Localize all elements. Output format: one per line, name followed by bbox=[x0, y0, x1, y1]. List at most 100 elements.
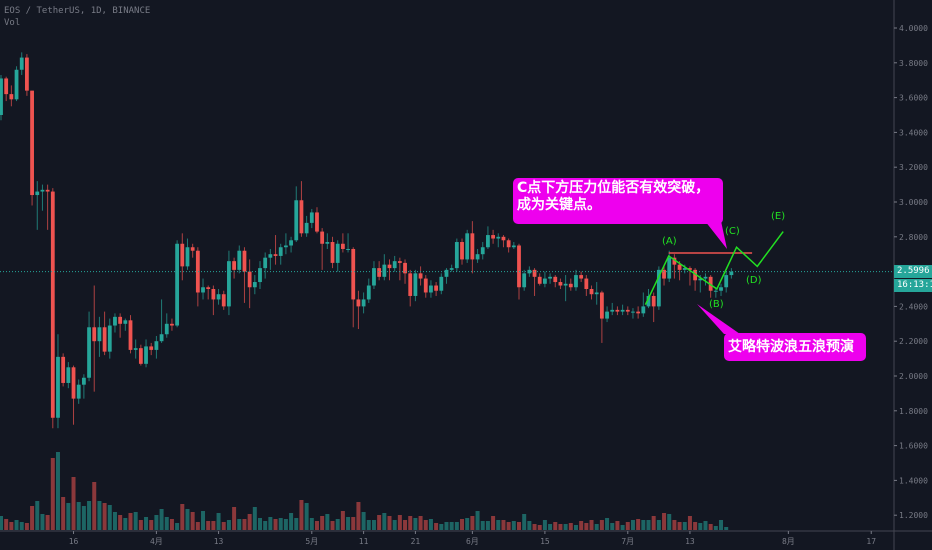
candle bbox=[418, 266, 423, 286]
volume-bar bbox=[335, 519, 340, 530]
candle bbox=[252, 275, 257, 295]
volume-bar bbox=[283, 519, 288, 530]
candle bbox=[605, 306, 609, 323]
candle-body bbox=[128, 320, 133, 350]
volume-bar bbox=[195, 522, 200, 530]
candle bbox=[97, 316, 102, 357]
candle bbox=[237, 245, 242, 274]
time-axis-label: 17 bbox=[866, 537, 876, 546]
volume-bar bbox=[408, 516, 413, 530]
candle bbox=[149, 342, 154, 356]
candle bbox=[543, 271, 547, 288]
candle-body bbox=[366, 285, 371, 300]
volume-bar bbox=[511, 521, 516, 530]
volume-bar bbox=[641, 520, 646, 530]
volume-bar bbox=[247, 514, 252, 530]
candle bbox=[258, 261, 262, 289]
candle-body bbox=[268, 254, 273, 258]
volume-bar bbox=[190, 512, 195, 530]
candle bbox=[35, 181, 40, 230]
volume-bar bbox=[558, 524, 563, 530]
volume-bar bbox=[35, 501, 40, 530]
candle bbox=[636, 306, 641, 319]
candle bbox=[50, 188, 55, 429]
volume-bar bbox=[693, 522, 698, 530]
candle bbox=[216, 289, 221, 305]
volume-bar bbox=[232, 507, 237, 530]
candle-body bbox=[45, 189, 50, 192]
candle-body bbox=[247, 271, 252, 288]
volume-bar bbox=[423, 520, 428, 530]
candle bbox=[30, 90, 34, 206]
candle bbox=[206, 285, 211, 300]
volume-bar bbox=[201, 511, 206, 530]
volume-bar bbox=[325, 514, 330, 530]
candle-body bbox=[325, 242, 330, 244]
price-axis-label: 1.8000 bbox=[899, 407, 928, 416]
candle-body bbox=[677, 264, 682, 270]
candle-body bbox=[361, 299, 366, 307]
candle-body bbox=[382, 264, 387, 277]
candle bbox=[14, 66, 19, 102]
volume-bar bbox=[527, 521, 532, 530]
volume-bar bbox=[320, 516, 325, 530]
time-axis-label: 21 bbox=[411, 537, 421, 546]
candle-body bbox=[558, 282, 563, 286]
candle-body bbox=[662, 269, 666, 279]
volume-bar bbox=[573, 525, 578, 530]
candle-body bbox=[377, 268, 382, 277]
volume-bar bbox=[392, 520, 397, 530]
candle-body bbox=[615, 309, 620, 312]
candle-body bbox=[258, 268, 262, 283]
volume-bar bbox=[4, 519, 9, 530]
candle bbox=[325, 233, 330, 249]
price-axis-label: 2.8000 bbox=[899, 233, 928, 242]
candle-body bbox=[289, 240, 293, 246]
candle-body bbox=[102, 327, 107, 352]
candle-body bbox=[496, 236, 501, 239]
callout-tail-top bbox=[705, 221, 727, 249]
candle-body bbox=[506, 240, 511, 248]
volume-bar bbox=[314, 521, 319, 530]
volume-bar bbox=[112, 512, 117, 530]
candle bbox=[268, 248, 273, 270]
volume-bar bbox=[154, 515, 159, 530]
volume-legend: Vol bbox=[4, 18, 21, 28]
candle-body bbox=[185, 247, 190, 267]
price-axis-label: 1.6000 bbox=[899, 442, 928, 451]
candle-body bbox=[651, 295, 656, 307]
candle bbox=[672, 254, 677, 279]
candle-body bbox=[35, 191, 40, 196]
candle bbox=[128, 315, 133, 354]
volume-bar bbox=[537, 525, 542, 530]
volume-bar bbox=[625, 522, 630, 530]
candle-body bbox=[61, 356, 66, 383]
candle bbox=[76, 379, 81, 404]
volume-bar bbox=[465, 518, 470, 530]
volume-bar bbox=[506, 522, 511, 530]
candle bbox=[589, 285, 594, 300]
price-axis-label: 3.2000 bbox=[899, 163, 928, 172]
candle-body bbox=[667, 257, 672, 279]
volume-bar bbox=[615, 521, 620, 530]
candle-body bbox=[641, 306, 646, 314]
candle bbox=[242, 247, 247, 303]
candle bbox=[703, 273, 708, 286]
candle bbox=[397, 257, 402, 281]
candle bbox=[408, 269, 413, 307]
candle bbox=[615, 306, 620, 316]
candle-body bbox=[599, 292, 604, 319]
candle-body bbox=[708, 276, 713, 291]
candle bbox=[574, 269, 578, 291]
candle-body bbox=[320, 231, 325, 244]
candle bbox=[651, 292, 656, 323]
candle bbox=[620, 304, 625, 316]
volume-bar bbox=[656, 520, 661, 530]
candle-body bbox=[206, 287, 211, 289]
candle-body bbox=[511, 245, 516, 248]
candle bbox=[729, 268, 734, 279]
candle bbox=[92, 285, 97, 392]
candle-body bbox=[299, 200, 304, 234]
candle bbox=[429, 280, 433, 298]
